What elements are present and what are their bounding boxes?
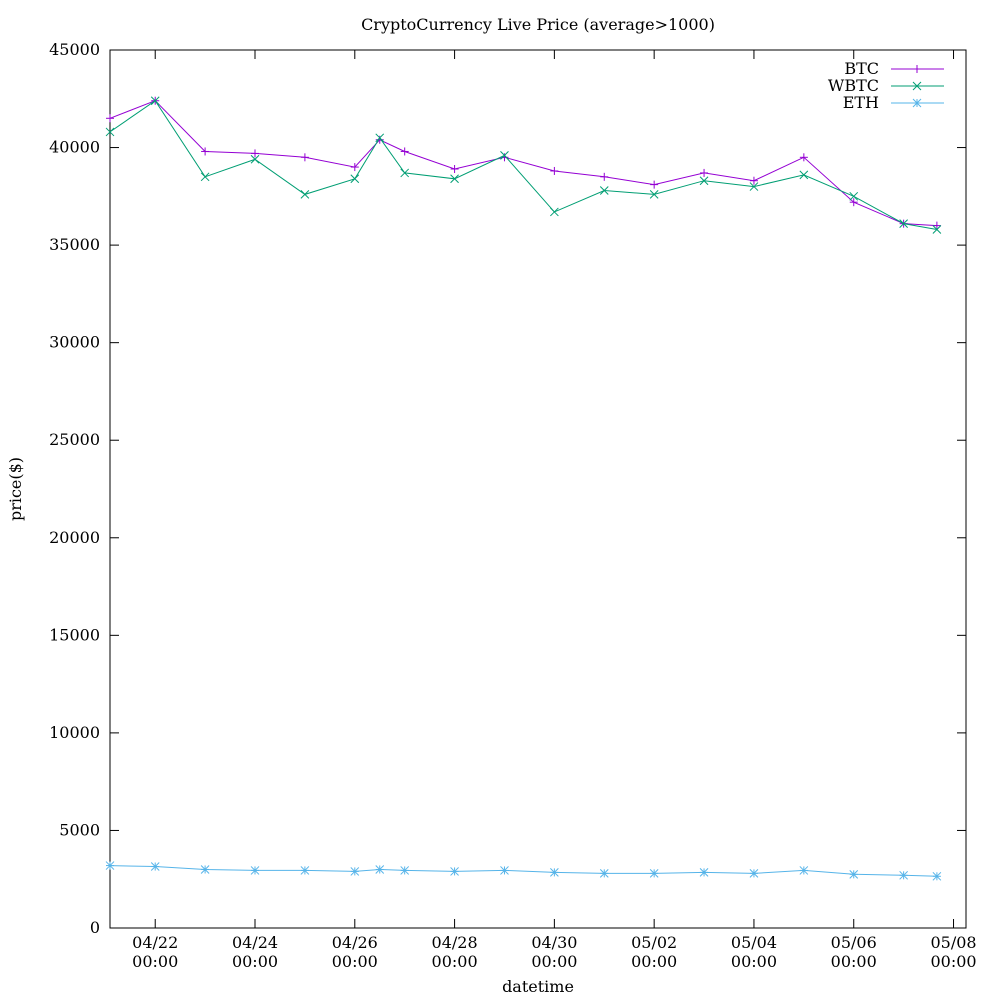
y-tick-label: 0 (90, 918, 100, 937)
x-tick-label-date: 04/24 (232, 933, 278, 952)
y-tick-label: 30000 (49, 333, 100, 352)
x-tick-label-date: 04/26 (332, 933, 378, 952)
btc-data-point (799, 153, 808, 162)
y-tick-label: 10000 (49, 723, 100, 742)
plot-frame (109, 49, 967, 929)
wbtc-data-point (932, 225, 942, 234)
wbtc-data-point (749, 182, 759, 191)
wbtc-data-point (250, 154, 260, 164)
legend-marker-btc (913, 65, 921, 73)
wbtc-data-point (599, 186, 609, 195)
legend-label-wbtc: WBTC (828, 76, 879, 95)
wbtc-data-point (105, 127, 115, 137)
btc-data-point (600, 172, 609, 181)
eth-series-line (109, 865, 937, 877)
y-axis-ticks: 0 5000 10000 15000 20000 25000 30000 35000 40000… (49, 40, 966, 937)
wbtc-data-point (799, 170, 809, 180)
chart-title: CryptoCurrency Live Price (average>1000) (361, 15, 715, 34)
eth-data-point (300, 866, 310, 875)
x-tick-label-date: 04/30 (531, 933, 577, 952)
eth-data-point (450, 867, 459, 876)
btc-data-point (749, 176, 758, 185)
btc-data-point (350, 163, 359, 172)
eth-data-point (799, 866, 809, 875)
y-tick-label: 5000 (59, 820, 100, 839)
wbtc-data-point (150, 96, 160, 106)
x-tick-label-time: 00:00 (132, 952, 178, 971)
wbtc-data-point (849, 191, 859, 201)
wbtc-data-point (375, 133, 385, 143)
legend-marker-wbtc (912, 81, 922, 91)
x-tick-label-date: 05/02 (631, 933, 677, 952)
x-tick-label-date: 04/22 (132, 933, 178, 952)
wbtc-data-point (350, 174, 360, 184)
x-tick-label-time: 00:00 (631, 952, 677, 971)
eth-data-point (250, 866, 260, 875)
x-axis-ticks: 04/2200:0004/2400:0004/2600:0004/2800:00… (132, 50, 977, 971)
eth-data-point (599, 869, 609, 878)
wbtc-data-point (400, 168, 410, 178)
btc-series-line (109, 100, 937, 227)
wbtc-data-point (200, 172, 210, 182)
btc-data-point (201, 147, 210, 156)
y-tick-label: 15000 (49, 625, 100, 644)
wbtc-data-point (550, 207, 559, 217)
eth-data-point (200, 865, 210, 874)
x-tick-label-time: 00:00 (531, 952, 577, 971)
y-axis-label: price($) (6, 457, 25, 521)
x-tick-label-time: 00:00 (831, 952, 877, 971)
btc-data-point (700, 168, 709, 177)
y-tick-label: 25000 (49, 430, 100, 449)
series-layer (105, 96, 942, 881)
btc-data-point (400, 147, 409, 156)
y-tick-label: 35000 (49, 235, 100, 254)
eth-data-point (899, 870, 908, 880)
eth-data-point (932, 871, 942, 881)
x-tick-label-time: 00:00 (332, 952, 378, 971)
wbtc-data-point (500, 151, 509, 160)
btc-data-point (450, 165, 459, 174)
btc-data-point (500, 153, 509, 162)
eth-data-point (550, 868, 559, 877)
eth-data-point (105, 861, 115, 870)
y-tick-label: 40000 (49, 138, 100, 157)
eth-data-point (649, 869, 659, 878)
eth-data-point (400, 866, 410, 875)
x-tick-label-time: 00:00 (930, 952, 976, 971)
btc-data-point (849, 198, 858, 207)
eth-data-point (150, 862, 160, 871)
btc-data-point (650, 180, 659, 189)
x-tick-label-date: 04/28 (432, 933, 478, 952)
x-tick-label-date: 05/04 (731, 933, 777, 952)
btc-data-point (251, 149, 260, 158)
y-tick-label: 20000 (49, 528, 100, 547)
wbtc-data-point (899, 219, 908, 229)
eth-data-point (849, 869, 859, 879)
x-axis-label: datetime (502, 977, 574, 996)
eth-data-point (375, 865, 385, 874)
x-tick-label-time: 00:00 (232, 952, 278, 971)
btc-data-point (550, 166, 559, 175)
eth-data-point (749, 869, 759, 878)
legend-marker-eth (912, 98, 922, 108)
eth-data-point (699, 868, 709, 877)
legend-label-btc: BTC (844, 59, 879, 78)
x-tick-label-date: 05/08 (930, 933, 976, 952)
wbtc-data-point (649, 190, 659, 199)
x-tick-label-time: 00:00 (731, 952, 777, 971)
wbtc-data-point (450, 174, 459, 184)
wbtc-data-point (699, 176, 709, 186)
x-tick-label-date: 05/06 (831, 933, 877, 952)
btc-data-point (300, 153, 309, 162)
legend-label-eth: ETH (843, 93, 879, 112)
x-tick-label-time: 00:00 (432, 952, 478, 971)
y-tick-label: 45000 (49, 40, 100, 59)
btc-data-point (106, 114, 114, 123)
btc-data-point (932, 221, 941, 230)
eth-data-point (350, 867, 360, 876)
wbtc-data-point (300, 190, 310, 199)
eth-data-point (500, 866, 509, 875)
